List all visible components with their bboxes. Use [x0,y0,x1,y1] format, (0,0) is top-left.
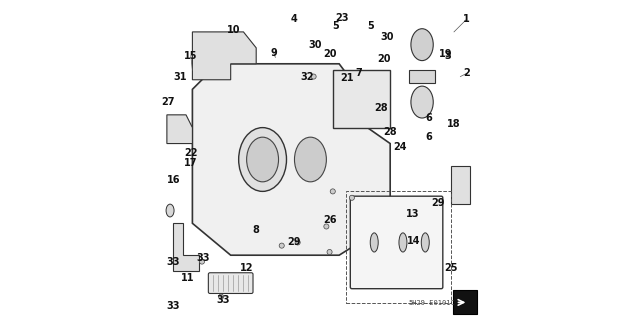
Circle shape [311,74,316,79]
Text: 31: 31 [173,71,186,82]
Text: 18: 18 [447,119,461,130]
Polygon shape [451,166,470,204]
Text: 4: 4 [291,14,298,24]
Text: FR.: FR. [435,8,451,17]
Ellipse shape [421,233,429,252]
Text: 26: 26 [323,215,337,225]
Text: 5: 5 [367,20,374,31]
Circle shape [324,224,329,229]
Circle shape [218,294,223,299]
Text: 16: 16 [166,175,180,185]
Ellipse shape [294,137,326,182]
Circle shape [200,259,205,264]
Text: 19: 19 [439,49,452,59]
Text: 14: 14 [407,236,421,246]
Text: 1: 1 [463,14,470,24]
Polygon shape [193,64,390,255]
Circle shape [349,195,355,200]
Text: 30: 30 [380,32,394,42]
Text: 29: 29 [288,237,301,248]
Text: 30: 30 [308,40,322,50]
FancyBboxPatch shape [209,273,253,293]
Bar [410,70,435,83]
Text: 9: 9 [270,48,277,58]
Text: 17: 17 [184,158,198,168]
Ellipse shape [239,128,287,191]
Text: 8: 8 [253,225,260,235]
Text: 5H29-E0101C: 5H29-E0101C [408,300,455,306]
Text: 12: 12 [240,263,253,273]
Text: 20: 20 [323,49,337,59]
Circle shape [327,249,332,255]
Text: 28: 28 [383,127,397,137]
Text: 24: 24 [393,142,406,152]
FancyBboxPatch shape [452,290,477,314]
Text: 6: 6 [425,132,432,142]
Circle shape [279,243,284,248]
Text: 3: 3 [444,51,451,61]
Polygon shape [173,223,199,271]
Text: 2: 2 [463,68,470,78]
Circle shape [295,240,300,245]
Text: 29: 29 [431,197,445,208]
Text: 33: 33 [197,253,211,263]
Text: 5: 5 [333,20,339,31]
Text: 6: 6 [425,113,432,123]
Circle shape [330,189,335,194]
Ellipse shape [371,233,378,252]
Ellipse shape [399,233,407,252]
Text: 15: 15 [184,51,198,61]
Text: 13: 13 [406,209,419,219]
Ellipse shape [246,137,278,182]
Text: 28: 28 [374,103,387,114]
Polygon shape [333,70,390,128]
Polygon shape [193,32,256,80]
Text: 10: 10 [227,25,241,35]
FancyBboxPatch shape [350,196,443,289]
Text: 21: 21 [340,73,354,83]
Ellipse shape [166,204,174,217]
Text: 25: 25 [444,263,458,273]
Ellipse shape [411,86,433,118]
Text: 23: 23 [335,12,349,23]
Text: 11: 11 [181,272,195,283]
Text: 20: 20 [377,54,390,64]
Text: 27: 27 [162,97,175,107]
Text: 33: 33 [166,256,180,267]
Polygon shape [167,115,193,144]
Text: 22: 22 [184,148,198,158]
Text: 33: 33 [216,295,230,305]
Text: 33: 33 [166,301,180,311]
Ellipse shape [411,29,433,61]
Text: 7: 7 [355,68,362,78]
Text: 32: 32 [301,71,314,82]
